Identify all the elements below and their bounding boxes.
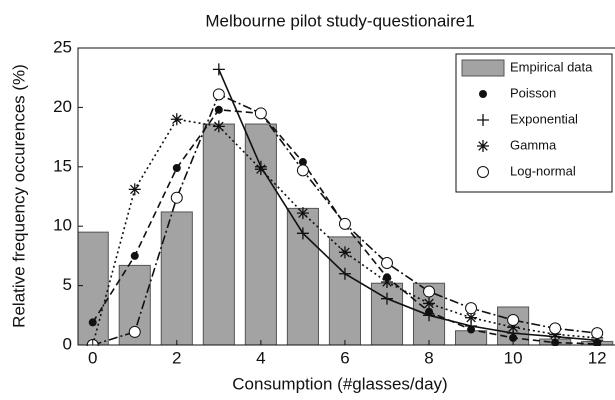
x-tick-label: 4 [256,348,265,367]
marker [380,276,393,289]
marker [477,140,489,152]
marker [212,120,225,133]
plot-frame [77,47,615,346]
legend-label: Empirical data [510,59,593,74]
marker [549,322,562,335]
marker [380,257,393,270]
marker [465,311,478,324]
legend-label: Exponential [510,111,578,126]
marker [296,227,309,240]
marker [423,297,436,310]
x-axis-label: Consumption (#glasses/day) [232,374,447,393]
marker [338,217,351,230]
axes: 0 5 10 15 20 25 0 2 4 6 8 10 12 [53,37,615,367]
bar [244,123,277,346]
y-axis-label: Relative frequency occurences (%) [9,64,28,328]
marker [170,191,183,204]
marker [465,302,478,315]
marker [130,251,139,260]
marker [298,158,307,167]
y-tick-label: 15 [53,156,72,175]
y-tick-label: 0 [63,334,72,353]
y-tick-label: 5 [63,275,72,294]
marker [212,88,225,101]
x-tick-label: 10 [504,348,523,367]
y-tick-label: 20 [53,97,72,116]
legend-swatch [461,59,505,77]
marker [477,166,489,178]
x-tick-label: 6 [340,348,349,367]
marker [380,292,393,305]
line [218,69,598,342]
legend-label: Gamma [510,137,557,152]
bar [286,207,319,346]
legend-label: Log-normal [510,163,576,178]
marker [296,164,309,177]
legend-label: Poisson [510,85,556,100]
marker [128,183,141,196]
y-tick-label: 25 [53,37,72,56]
chart-title: Melbourne pilot study-questionaire1 [205,11,474,30]
bar [78,231,109,346]
marker [477,114,489,126]
marker [338,246,351,259]
marker [479,90,487,98]
marker [507,321,520,334]
marker [214,105,223,114]
marker [170,113,183,126]
marker [88,318,97,327]
marker [338,267,351,280]
x-tick-label: 0 [88,348,97,367]
marker [296,207,309,220]
marker [172,163,181,172]
x-tick-label: 8 [424,348,433,367]
marker [423,309,436,322]
bar [202,123,235,346]
marker [591,327,604,340]
x-tick-label: 12 [588,348,607,367]
marker [254,107,267,120]
marker [128,325,141,338]
y-tick-label: 10 [53,216,72,235]
marker [254,163,267,176]
legend: Empirical data Poisson Exponential Gamma Log… [455,53,613,193]
marker [212,63,225,76]
marker [507,314,520,327]
marker [423,285,436,298]
x-tick-label: 2 [172,348,181,367]
